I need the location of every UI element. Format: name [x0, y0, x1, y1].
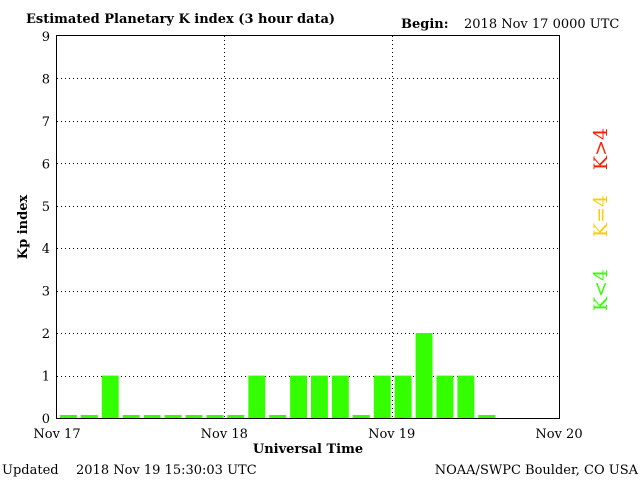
- kp-bar: [60, 415, 77, 418]
- x-tick-label: Nov 17: [33, 427, 80, 442]
- kp-bar: [290, 375, 307, 418]
- begin-value: 2018 Nov 17 0000 UTC: [464, 17, 619, 32]
- kp-bar: [227, 415, 245, 418]
- kp-bar: [457, 375, 475, 418]
- kp-bar: [394, 375, 412, 418]
- credit-text: NOAA/SWPC Boulder, CO USA: [435, 463, 639, 478]
- x-axis-title: Universal Time: [253, 442, 363, 457]
- kp-bar: [143, 415, 161, 418]
- legend-k-equal-4: K=4: [590, 195, 612, 237]
- y-tick-labels: 0 1 2 3 4 5 6 7 8 9: [42, 30, 50, 427]
- y-tick-label: 0: [42, 412, 50, 427]
- y-tick-label: 9: [42, 30, 50, 45]
- bar-series: [60, 333, 496, 418]
- x-tick-label: Nov 20: [535, 427, 582, 442]
- kp-bar: [269, 415, 287, 418]
- kp-bar: [478, 415, 496, 418]
- kp-bar: [101, 375, 119, 418]
- y-tick-label: 8: [42, 72, 50, 87]
- kp-bar: [373, 375, 391, 418]
- kp-bar: [311, 375, 328, 418]
- y-tick-label: 7: [42, 115, 50, 130]
- x-tick-labels: Nov 17 Nov 18 Nov 19 Nov 20: [33, 427, 582, 442]
- y-axis-title: Kp index: [16, 195, 31, 260]
- updated-value: 2018 Nov 19 15:30:03 UTC: [76, 463, 257, 478]
- y-tick-label: 2: [42, 327, 50, 342]
- kp-bar: [436, 375, 454, 418]
- begin-label: Begin:: [401, 17, 449, 32]
- plot-frame: [56, 35, 560, 419]
- x-tick-label: Nov 18: [201, 427, 248, 442]
- y-tick-label: 1: [42, 370, 50, 385]
- kp-bar: [122, 415, 140, 418]
- y-tick-label: 3: [42, 285, 50, 300]
- x-tick-label: Nov 19: [368, 427, 415, 442]
- kp-bar: [80, 415, 98, 418]
- kp-bar: [164, 415, 182, 418]
- kp-bar: [185, 415, 203, 418]
- y-tick-label: 6: [42, 157, 50, 172]
- kp-bar: [331, 375, 349, 418]
- kp-bar: [352, 415, 370, 418]
- kp-bar: [206, 415, 224, 418]
- legend-k-above-4: K>4: [590, 128, 612, 170]
- chart-title: Estimated Planetary K index (3 hour data…: [26, 12, 335, 27]
- y-tick-label: 4: [42, 242, 50, 257]
- kp-bar: [248, 375, 266, 418]
- kp-bar: [415, 333, 433, 418]
- y-tick-label: 5: [42, 200, 50, 215]
- grid-lines: [57, 36, 559, 418]
- legend-k-below-4: K<4: [590, 269, 612, 311]
- updated-label: Updated: [2, 463, 59, 478]
